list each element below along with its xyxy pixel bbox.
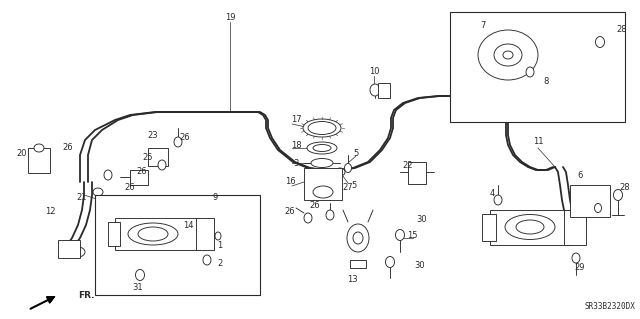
Text: 30: 30: [417, 216, 428, 225]
Bar: [350, 260, 366, 268]
Text: 28: 28: [620, 183, 630, 192]
Ellipse shape: [335, 168, 345, 176]
Text: 26: 26: [310, 201, 320, 210]
Text: 5: 5: [353, 149, 358, 158]
Ellipse shape: [526, 67, 534, 77]
Text: 26: 26: [180, 132, 190, 142]
Text: 3: 3: [293, 159, 299, 167]
Text: 31: 31: [132, 284, 143, 293]
Ellipse shape: [313, 145, 331, 152]
Text: 8: 8: [543, 78, 548, 86]
Text: 19: 19: [225, 13, 236, 23]
Text: 6: 6: [577, 172, 582, 181]
Text: 21: 21: [77, 194, 87, 203]
Ellipse shape: [128, 223, 178, 245]
Ellipse shape: [478, 30, 538, 80]
Ellipse shape: [138, 227, 168, 241]
Text: 26: 26: [63, 144, 74, 152]
Text: 28: 28: [617, 26, 627, 34]
Bar: [490, 210, 570, 245]
Ellipse shape: [344, 164, 351, 173]
Ellipse shape: [385, 256, 394, 268]
Text: 7: 7: [480, 21, 486, 31]
Text: 4: 4: [490, 189, 495, 197]
Text: SR33B2320DX: SR33B2320DX: [584, 302, 635, 311]
Ellipse shape: [494, 44, 522, 66]
Bar: [28, 148, 50, 173]
Bar: [378, 83, 390, 98]
Text: 25: 25: [143, 153, 153, 162]
Ellipse shape: [307, 142, 337, 154]
Ellipse shape: [503, 51, 513, 59]
Text: 18: 18: [291, 140, 301, 150]
Text: 16: 16: [285, 177, 295, 187]
Ellipse shape: [104, 170, 112, 180]
Ellipse shape: [494, 195, 502, 205]
Bar: [482, 214, 496, 241]
Ellipse shape: [614, 189, 623, 201]
Ellipse shape: [308, 122, 336, 135]
Ellipse shape: [353, 232, 363, 244]
Ellipse shape: [505, 214, 555, 240]
Text: FR.: FR.: [78, 292, 95, 300]
Text: 14: 14: [183, 220, 193, 229]
Ellipse shape: [326, 210, 334, 220]
Ellipse shape: [93, 188, 103, 196]
Text: 20: 20: [17, 149, 28, 158]
Bar: [148, 148, 168, 166]
Ellipse shape: [313, 186, 333, 198]
Text: 10: 10: [369, 68, 380, 77]
Text: 17: 17: [291, 115, 301, 124]
Ellipse shape: [370, 84, 380, 96]
Ellipse shape: [71, 247, 85, 257]
Ellipse shape: [34, 144, 44, 152]
Ellipse shape: [516, 220, 544, 234]
Ellipse shape: [303, 119, 341, 137]
Text: 13: 13: [347, 276, 357, 285]
Text: 12: 12: [45, 207, 55, 217]
Text: 26: 26: [137, 167, 147, 176]
Text: 23: 23: [148, 130, 158, 139]
Text: 5: 5: [351, 181, 356, 189]
Text: 26: 26: [125, 183, 135, 192]
Text: 9: 9: [212, 194, 218, 203]
Ellipse shape: [572, 253, 580, 263]
Ellipse shape: [595, 36, 605, 48]
Bar: [196, 218, 214, 250]
Text: 2: 2: [218, 258, 223, 268]
Bar: [570, 185, 610, 217]
Ellipse shape: [311, 159, 333, 167]
Bar: [58, 240, 80, 258]
Text: 11: 11: [532, 137, 543, 146]
Ellipse shape: [158, 160, 166, 170]
Bar: [95, 195, 260, 295]
Ellipse shape: [304, 213, 312, 223]
Ellipse shape: [136, 270, 145, 280]
Bar: [130, 170, 148, 185]
Text: 26: 26: [285, 207, 295, 217]
Bar: [304, 168, 342, 200]
Bar: [408, 162, 426, 184]
Ellipse shape: [396, 229, 404, 241]
Bar: [108, 222, 120, 246]
Ellipse shape: [347, 224, 369, 252]
Bar: [450, 12, 625, 122]
Text: 29: 29: [575, 263, 585, 272]
Ellipse shape: [215, 232, 221, 240]
Text: 1: 1: [218, 241, 223, 249]
Ellipse shape: [203, 255, 211, 265]
Bar: [564, 210, 586, 245]
Text: 27: 27: [342, 183, 353, 192]
Text: 30: 30: [415, 261, 426, 270]
Text: 22: 22: [403, 160, 413, 169]
Text: 15: 15: [407, 231, 417, 240]
Ellipse shape: [595, 204, 602, 212]
Ellipse shape: [174, 137, 182, 147]
Bar: [115, 218, 200, 250]
